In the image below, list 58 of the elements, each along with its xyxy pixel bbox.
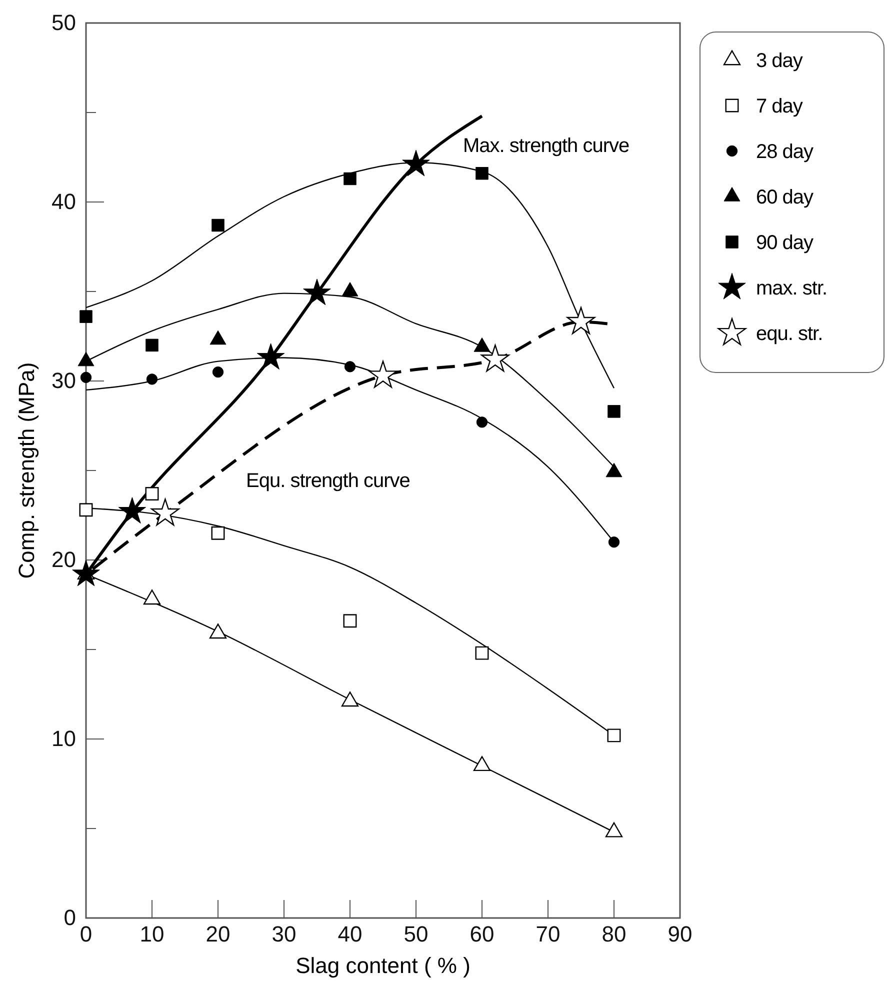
- annotation: Max. strength curve: [463, 135, 630, 157]
- y-tick-label: 30: [52, 368, 76, 394]
- annotation: Equ. strength curve: [246, 470, 410, 492]
- point: [476, 416, 488, 428]
- point: [209, 624, 227, 639]
- x-tick-label: 0: [80, 922, 92, 947]
- legend-label: equ. str.: [756, 323, 823, 345]
- point: [605, 822, 623, 838]
- point: [341, 692, 359, 707]
- legend-label: 7 day: [756, 96, 803, 118]
- point: [80, 310, 92, 323]
- point: [146, 374, 158, 385]
- x-tick-label: 50: [404, 922, 428, 947]
- point: [480, 344, 510, 372]
- x-tick-label: 40: [338, 922, 362, 947]
- point: [608, 405, 620, 418]
- point: [212, 366, 224, 378]
- point: [566, 307, 596, 334]
- point: [212, 218, 224, 232]
- y-tick-label: 40: [52, 189, 76, 214]
- x-tick-label: 60: [470, 922, 494, 947]
- point: [608, 536, 620, 548]
- legend-label: 90 day: [756, 232, 814, 254]
- point: [150, 498, 180, 526]
- point: [256, 343, 285, 370]
- x-tick-label: 80: [602, 922, 626, 947]
- point: [145, 487, 159, 500]
- y-tick-label: 10: [52, 726, 76, 752]
- point: [343, 614, 357, 628]
- legend-label: 3 day: [756, 50, 803, 72]
- point: [146, 338, 158, 352]
- point: [143, 590, 161, 605]
- legend-label: 28 day: [756, 141, 814, 163]
- x-axis-title: Slag content ( % ): [296, 953, 470, 978]
- point: [402, 150, 430, 176]
- point: [79, 503, 93, 517]
- point: [368, 360, 398, 388]
- point: [476, 166, 488, 180]
- point: [303, 278, 331, 306]
- y-tick-label: 20: [52, 547, 76, 572]
- y-axis-title: Comp. strength (MPa): [14, 362, 39, 579]
- y-tick-label: 0: [64, 905, 76, 930]
- legend-label: 60 day: [756, 186, 814, 208]
- point: [211, 526, 225, 540]
- x-tick-label: 90: [668, 922, 692, 947]
- x-tick-label: 20: [206, 922, 230, 947]
- point: [344, 361, 356, 372]
- x-tick-label: 70: [536, 922, 560, 947]
- y-tick-label: 50: [52, 10, 76, 36]
- point: [118, 497, 146, 524]
- x-tick-label: 10: [140, 922, 164, 947]
- point: [475, 646, 489, 660]
- point: [606, 462, 622, 478]
- legend-label: max. str.: [756, 278, 828, 300]
- point: [473, 756, 491, 772]
- point: [80, 372, 92, 384]
- x-tick-label: 30: [272, 922, 296, 947]
- point: [344, 172, 356, 186]
